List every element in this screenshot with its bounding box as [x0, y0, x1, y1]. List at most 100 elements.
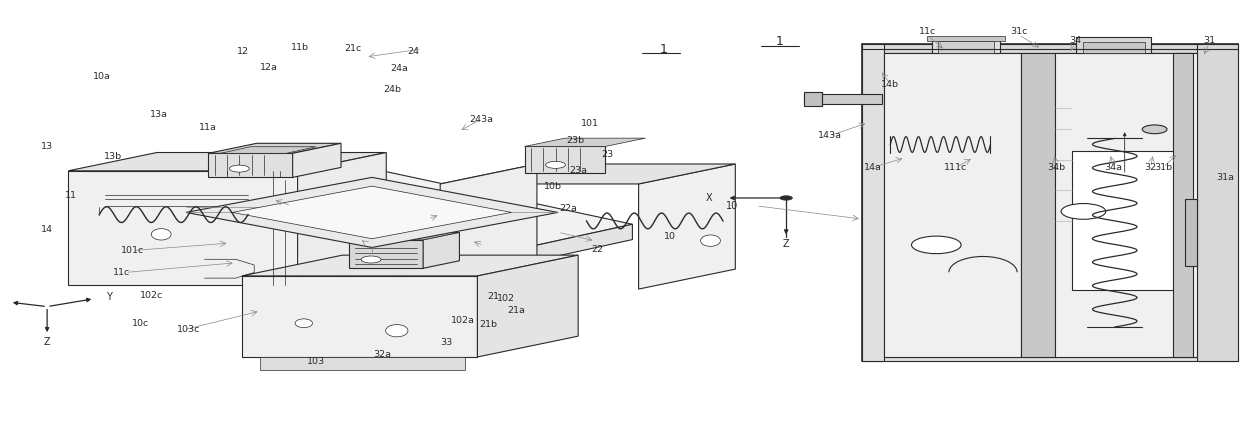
- Text: 10c: 10c: [131, 319, 149, 328]
- Text: 101c: 101c: [122, 246, 144, 255]
- Polygon shape: [440, 164, 735, 184]
- Polygon shape: [186, 177, 558, 247]
- Text: 103c: 103c: [177, 325, 200, 334]
- Text: 13a: 13a: [150, 110, 167, 119]
- Text: 102c: 102c: [140, 291, 162, 300]
- Polygon shape: [260, 357, 465, 370]
- Bar: [1185, 199, 1198, 266]
- Text: 1: 1: [776, 35, 784, 48]
- Text: 21a: 21a: [507, 307, 525, 315]
- Text: 31c: 31c: [1011, 28, 1028, 36]
- Circle shape: [780, 196, 792, 200]
- Text: 11b: 11b: [291, 43, 309, 52]
- Circle shape: [1061, 204, 1106, 219]
- Ellipse shape: [386, 325, 408, 337]
- Bar: [928, 36, 1006, 41]
- Text: 14b: 14b: [882, 80, 899, 88]
- Bar: [862, 44, 1238, 361]
- Bar: [1076, 37, 1151, 53]
- Polygon shape: [477, 255, 578, 357]
- Text: Y: Y: [107, 292, 112, 302]
- Text: 31b: 31b: [1154, 163, 1172, 172]
- Polygon shape: [208, 153, 293, 177]
- Text: 243a: 243a: [469, 115, 494, 124]
- Polygon shape: [112, 169, 632, 281]
- Text: 11a: 11a: [200, 123, 217, 131]
- Circle shape: [361, 256, 381, 263]
- Text: 12a: 12a: [260, 64, 278, 72]
- Bar: [804, 92, 822, 106]
- Bar: [862, 44, 884, 361]
- Text: 13: 13: [41, 142, 53, 151]
- Bar: [1173, 53, 1193, 357]
- Text: 21: 21: [487, 292, 500, 301]
- Polygon shape: [348, 240, 423, 268]
- Text: 11: 11: [64, 191, 77, 200]
- Text: 32a: 32a: [373, 350, 391, 359]
- Text: 24: 24: [407, 47, 419, 56]
- Text: 10b: 10b: [544, 182, 562, 191]
- Text: 24a: 24a: [391, 64, 408, 73]
- Polygon shape: [298, 152, 387, 285]
- Bar: [939, 41, 994, 53]
- Bar: [862, 357, 1238, 361]
- Circle shape: [911, 236, 961, 254]
- Text: 13b: 13b: [104, 152, 122, 161]
- Text: Z: Z: [782, 239, 790, 249]
- Text: 34b: 34b: [1048, 163, 1065, 172]
- Bar: [1083, 42, 1145, 53]
- Circle shape: [1142, 125, 1167, 134]
- Bar: [1055, 53, 1198, 357]
- Polygon shape: [208, 143, 341, 153]
- Polygon shape: [348, 232, 459, 240]
- Text: 143a: 143a: [817, 131, 842, 140]
- Circle shape: [546, 161, 565, 168]
- Text: 111c: 111c: [945, 163, 967, 172]
- Text: 101: 101: [582, 119, 599, 128]
- Bar: [862, 44, 1238, 53]
- Text: 14: 14: [41, 226, 53, 234]
- Text: 23: 23: [601, 150, 614, 159]
- Polygon shape: [525, 138, 645, 146]
- Text: Z: Z: [43, 337, 51, 346]
- Text: X: X: [706, 193, 713, 203]
- Text: 21c: 21c: [345, 44, 362, 53]
- Polygon shape: [242, 255, 578, 276]
- Polygon shape: [68, 171, 298, 285]
- Polygon shape: [440, 164, 537, 289]
- Polygon shape: [221, 147, 316, 153]
- Polygon shape: [233, 186, 511, 239]
- Ellipse shape: [151, 229, 171, 240]
- Ellipse shape: [701, 235, 720, 246]
- Text: 11c: 11c: [919, 28, 936, 36]
- Polygon shape: [112, 169, 372, 240]
- Text: 12: 12: [237, 47, 249, 56]
- Text: 102: 102: [497, 294, 515, 303]
- Bar: [1073, 151, 1180, 290]
- Text: 23a: 23a: [569, 166, 587, 175]
- Text: 33: 33: [440, 338, 453, 347]
- Polygon shape: [293, 143, 341, 177]
- Text: 10a: 10a: [93, 72, 110, 81]
- Text: 24b: 24b: [383, 85, 401, 94]
- Text: 11c: 11c: [113, 268, 130, 277]
- Polygon shape: [372, 224, 632, 297]
- Text: 10: 10: [725, 201, 738, 211]
- Polygon shape: [639, 164, 735, 289]
- Polygon shape: [242, 276, 477, 357]
- Text: 21b: 21b: [480, 320, 497, 328]
- Circle shape: [229, 165, 249, 172]
- Bar: [1022, 53, 1055, 357]
- Text: 14a: 14a: [864, 163, 882, 172]
- Polygon shape: [423, 232, 459, 268]
- Text: 22: 22: [591, 245, 604, 254]
- Text: 102a: 102a: [450, 316, 475, 325]
- Bar: [932, 37, 1001, 53]
- Text: 1: 1: [660, 42, 667, 56]
- Text: 22a: 22a: [559, 204, 577, 212]
- Text: 31a: 31a: [1216, 173, 1234, 182]
- Polygon shape: [68, 152, 387, 171]
- Text: 23b: 23b: [567, 136, 584, 145]
- Text: 32: 32: [1145, 163, 1157, 172]
- Text: 103: 103: [308, 357, 325, 366]
